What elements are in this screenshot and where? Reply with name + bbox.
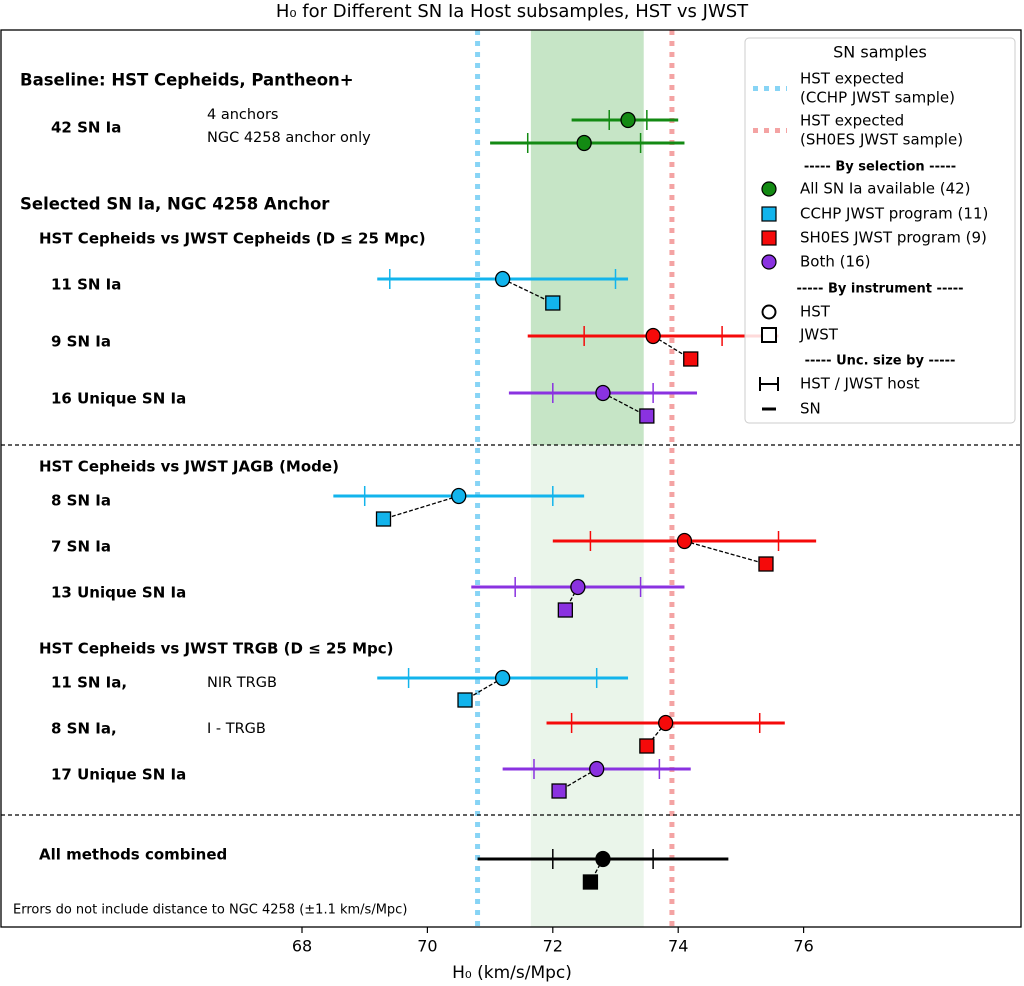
data-row (333, 486, 585, 527)
hst-circle-marker (595, 850, 611, 868)
legend-label: SH0ES JWST program (9) (800, 229, 987, 247)
row-note: NIR TRGB (207, 675, 277, 691)
chart-title: H₀ for Different SN Ia Host subsamples, … (276, 1, 749, 22)
legend-label: HST expected (800, 70, 904, 88)
data-row (552, 531, 817, 572)
x-tick-label: 72 (543, 937, 563, 956)
hst-circle-marker (570, 578, 586, 596)
row-label: 17 Unique SN Ia (51, 766, 186, 784)
data-row (508, 383, 698, 424)
band-top (530, 30, 644, 445)
legend-open-circle-marker (761, 304, 777, 320)
legend-open-square-marker (761, 327, 777, 343)
legend-label: CCHP JWST program (11) (800, 205, 988, 223)
section-header: Selected SN Ia, NGC 4258 Anchor (20, 195, 330, 214)
footnote: Errors do not include distance to NGC 42… (13, 903, 407, 918)
row-label: 16 Unique SN Ia (51, 390, 186, 408)
data-row (527, 326, 779, 367)
hst-circle-marker (676, 532, 693, 550)
row-label: 42 SN Ia (51, 119, 121, 137)
jwst-square-marker (639, 738, 655, 754)
legend-label: HST expected (800, 112, 904, 130)
section-header: HST Cepheids vs JWST TRGB (D ≤ 25 Mpc) (39, 640, 394, 658)
jwst-square-marker (457, 692, 473, 708)
row-label: 11 SN Ia (51, 276, 121, 294)
section-header: HST Cepheids vs JWST JAGB (Mode) (39, 458, 339, 476)
legend-section-header: ----- By selection ----- (804, 160, 956, 175)
row-note: I - TRGB (207, 721, 266, 737)
legend-section-header: ----- By instrument ----- (796, 282, 963, 297)
x-tick-label: 70 (417, 937, 437, 956)
x-tick-label: 74 (668, 937, 688, 956)
jwst-square-marker (551, 783, 567, 799)
jwst-square-marker (545, 295, 561, 311)
hst-circle-marker (595, 384, 611, 402)
legend-label: All SN Ia available (42) (800, 180, 971, 198)
hst-circle-marker (576, 134, 592, 152)
band-bottom (530, 445, 644, 927)
data-row (377, 668, 629, 708)
hst-circle-marker (494, 270, 511, 288)
jwst-square-marker (557, 602, 573, 618)
legend-section-header: ----- Unc. size by ----- (805, 354, 956, 369)
legend-title: SN samples (833, 43, 927, 62)
x-tick-label: 68 (292, 937, 312, 956)
jwst-square-marker (582, 874, 599, 890)
legend-square-marker (761, 230, 777, 246)
row-note: 4 anchors (207, 107, 278, 123)
hst-circle-marker (589, 760, 605, 778)
data-row (490, 133, 685, 153)
row-note: NGC 4258 anchor only (207, 130, 371, 146)
hst-jwst-connector (684, 540, 767, 565)
row-label: 9 SN Ia (51, 333, 111, 351)
row-label: 11 SN Ia, (51, 674, 127, 692)
x-tick-label: 76 (793, 937, 813, 956)
row-label: 8 SN Ia, (51, 720, 117, 738)
section-header: HST Cepheids vs JWST Cepheids (D ≤ 25 Mp… (39, 230, 426, 248)
jwst-square-marker (639, 408, 655, 424)
legend-label: Both (16) (800, 253, 870, 271)
jwst-square-marker (683, 351, 699, 367)
row-label: 7 SN Ia (51, 538, 111, 556)
data-row (471, 577, 685, 618)
data-row (571, 110, 679, 130)
hst-circle-marker (658, 714, 674, 732)
jwst-square-marker (758, 556, 774, 572)
hst-circle-marker (451, 487, 467, 505)
legend-label: (CCHP JWST sample) (800, 89, 955, 107)
legend-square-marker (761, 206, 777, 222)
hst-circle-marker (620, 111, 636, 129)
row-label: 8 SN Ia (51, 492, 111, 510)
legend-label: (SH0ES JWST sample) (800, 131, 963, 149)
legend-box (744, 37, 1016, 424)
legend-label: JWST (799, 326, 839, 344)
hst-circle-marker (494, 669, 511, 687)
data-row (546, 713, 785, 754)
section-header: All methods combined (39, 846, 227, 864)
legend-label: HST (800, 303, 831, 321)
legend-label: SN (800, 400, 821, 418)
data-row (377, 269, 629, 311)
legend-label: HST / JWST host (800, 375, 920, 393)
jwst-square-marker (375, 511, 392, 527)
hst-jwst-connector (502, 278, 554, 304)
hst-circle-marker (645, 327, 661, 345)
hst-jwst-connector (383, 495, 459, 520)
data-row (502, 759, 691, 799)
row-label: 13 Unique SN Ia (51, 584, 186, 602)
plot-frame (0, 29, 1022, 928)
legend-circle-marker (761, 254, 777, 270)
legend-circle-marker (761, 181, 777, 197)
hst-jwst-connector (602, 392, 648, 417)
section-header: Baseline: HST Cepheids, Pantheon+ (20, 71, 354, 90)
data-row (477, 849, 729, 890)
x-axis-label: H₀ (km/s/Mpc) (452, 963, 572, 983)
